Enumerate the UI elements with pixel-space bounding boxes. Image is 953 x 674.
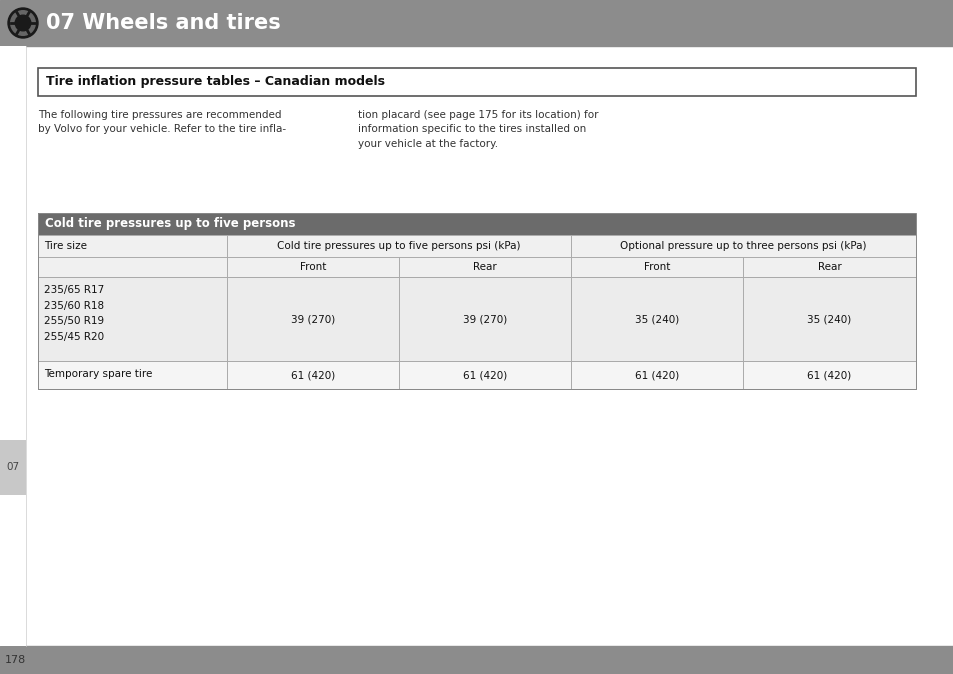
Text: 61 (420): 61 (420): [806, 370, 851, 380]
Text: 39 (270): 39 (270): [462, 314, 506, 324]
Text: 61 (420): 61 (420): [462, 370, 506, 380]
Circle shape: [15, 16, 30, 31]
Bar: [38, 257, 915, 277]
Text: Tire size: Tire size: [44, 241, 87, 251]
Bar: [0, 440, 26, 495]
Bar: [0, 646, 953, 674]
Circle shape: [10, 11, 35, 35]
Text: 235/65 R17
235/60 R18
255/50 R19
255/45 R20: 235/65 R17 235/60 R18 255/50 R19 255/45 …: [44, 285, 104, 342]
Text: 178: 178: [5, 655, 26, 665]
Text: Rear: Rear: [473, 262, 497, 272]
Text: The following tire pressures are recommended
by Volvo for your vehicle. Refer to: The following tire pressures are recomme…: [38, 110, 286, 134]
Text: Front: Front: [643, 262, 669, 272]
Text: Front: Front: [299, 262, 326, 272]
Bar: [38, 213, 915, 235]
Text: tion placard (see page 175 for its location) for
information specific to the tir: tion placard (see page 175 for its locat…: [357, 110, 598, 149]
Circle shape: [8, 8, 38, 38]
Bar: [38, 277, 915, 361]
Text: 35 (240): 35 (240): [806, 314, 851, 324]
Bar: [38, 213, 915, 389]
Text: Temporary spare tire: Temporary spare tire: [44, 369, 152, 379]
Text: 35 (240): 35 (240): [634, 314, 679, 324]
Bar: [38, 235, 915, 257]
Bar: [0, 46, 26, 646]
Bar: [38, 361, 915, 389]
Text: 61 (420): 61 (420): [291, 370, 335, 380]
Bar: [38, 68, 915, 96]
Text: Optional pressure up to three persons psi (kPa): Optional pressure up to three persons ps…: [619, 241, 866, 251]
Text: 07: 07: [7, 462, 20, 472]
Text: Cold tire pressures up to five persons: Cold tire pressures up to five persons: [45, 218, 295, 231]
Text: Tire inflation pressure tables – Canadian models: Tire inflation pressure tables – Canadia…: [46, 75, 385, 88]
Text: 39 (270): 39 (270): [291, 314, 335, 324]
Text: 07 Wheels and tires: 07 Wheels and tires: [46, 13, 280, 33]
Bar: [0, 0, 953, 46]
Text: Cold tire pressures up to five persons psi (kPa): Cold tire pressures up to five persons p…: [276, 241, 520, 251]
Text: Rear: Rear: [817, 262, 841, 272]
Text: 61 (420): 61 (420): [634, 370, 679, 380]
